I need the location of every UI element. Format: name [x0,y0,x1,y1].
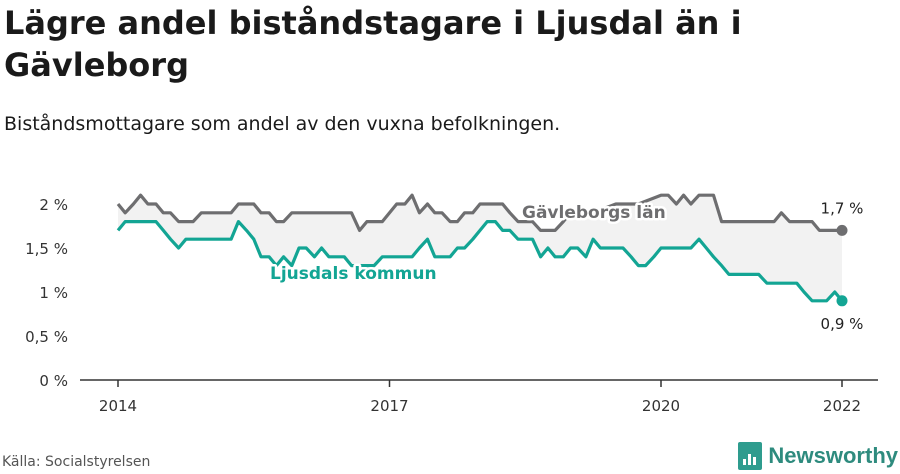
ljusdal-line [116,220,844,303]
x-tick-label: 2020 [642,397,680,415]
x-tick-label: 2014 [99,397,137,415]
gavleborg-end-label: 1,7 % [821,199,864,217]
y-tick-label: 2 % [39,196,68,214]
ljusdal-line-end-point [836,295,848,307]
gavleborg-series-label: Gävleborgs län [522,203,666,223]
chart-title: Lägre andel biståndstagare i Ljusdal än … [4,4,742,84]
bar-chart-icon [738,442,763,470]
difference-band-area [118,195,842,301]
brand-logo: Newsworthy [738,441,898,471]
difference-band [118,195,842,301]
y-axis: 0 % 0,5 % 1 % 1,5 % 2 % [25,196,68,390]
y-tick-label: 0,5 % [25,328,68,346]
gavleborg-series-label-halo: Gävleborgs län [522,203,666,223]
brand-name: Newsworthy [768,443,898,468]
gavleborg-line [116,193,842,232]
series-lines [116,193,848,307]
x-tick-label: 2022 [823,397,861,415]
chart-subtitle: Biståndsmottagare som andel av den vuxna… [4,113,561,135]
ljusdal-series-label: Ljusdals kommun [270,264,437,284]
x-axis: 2014 2017 2020 2022 [80,379,878,415]
source-note: Källa: Socialstyrelsen [2,454,151,470]
y-tick-label: 1 % [39,284,68,302]
y-tick-label: 0 % [39,372,68,390]
y-tick-label: 1,5 % [25,240,68,258]
x-tick-label: 2017 [370,397,408,415]
ljusdal-end-label: 0,9 % [821,315,864,333]
ljusdal-series-label-halo: Ljusdals kommun [270,264,437,284]
gavleborg-line-end-point [836,224,848,236]
